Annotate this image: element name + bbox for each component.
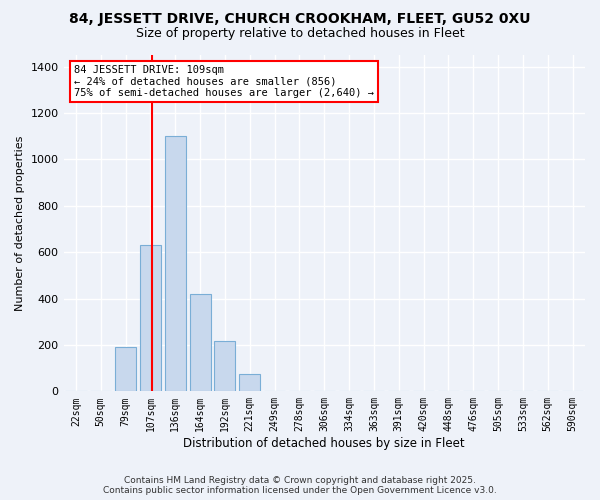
Text: 84 JESSETT DRIVE: 109sqm
← 24% of detached houses are smaller (856)
75% of semi-: 84 JESSETT DRIVE: 109sqm ← 24% of detach… [74, 65, 374, 98]
Text: Size of property relative to detached houses in Fleet: Size of property relative to detached ho… [136, 28, 464, 40]
Bar [140, 245, 161, 392]
Bar [214, 342, 235, 392]
Bar [165, 136, 186, 392]
X-axis label: Distribution of detached houses by size in Fleet: Distribution of detached houses by size … [184, 437, 465, 450]
Bar [239, 374, 260, 392]
Bar [190, 294, 211, 392]
Bar [115, 348, 136, 392]
Text: Contains HM Land Registry data © Crown copyright and database right 2025.
Contai: Contains HM Land Registry data © Crown c… [103, 476, 497, 495]
Text: 84, JESSETT DRIVE, CHURCH CROOKHAM, FLEET, GU52 0XU: 84, JESSETT DRIVE, CHURCH CROOKHAM, FLEE… [69, 12, 531, 26]
Y-axis label: Number of detached properties: Number of detached properties [15, 136, 25, 311]
